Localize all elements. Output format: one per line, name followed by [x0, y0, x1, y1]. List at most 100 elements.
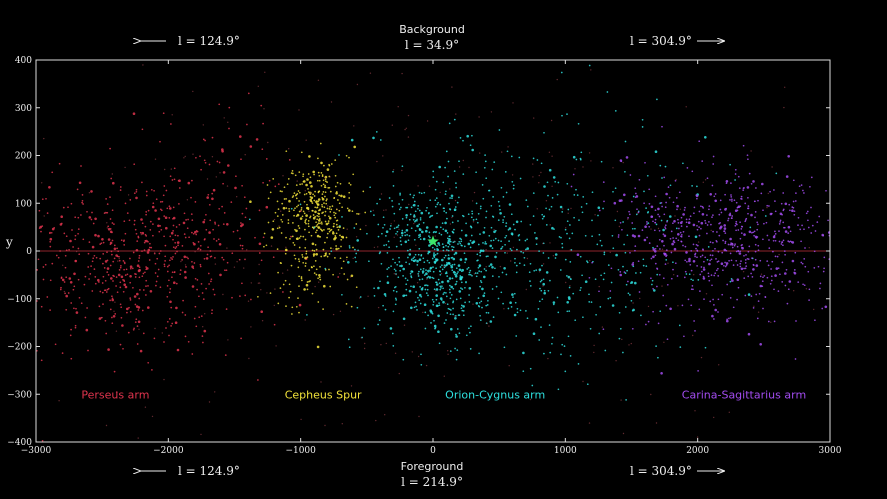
data-point — [324, 180, 327, 183]
data-point — [422, 237, 426, 241]
data-point — [490, 204, 493, 207]
data-point — [755, 187, 757, 189]
data-point — [151, 369, 153, 371]
data-point — [720, 262, 724, 266]
data-point — [304, 256, 307, 260]
data-point — [345, 236, 348, 239]
data-point — [574, 319, 577, 322]
series-3 — [570, 125, 831, 375]
data-point — [612, 190, 614, 193]
data-point — [282, 175, 284, 177]
data-point — [759, 259, 762, 262]
data-point — [418, 236, 420, 239]
data-point — [372, 136, 375, 140]
data-point — [557, 388, 560, 391]
data-point — [761, 285, 764, 288]
data-point — [112, 315, 116, 318]
data-point — [145, 194, 148, 197]
data-point — [210, 278, 213, 281]
data-point — [788, 280, 792, 283]
data-point — [155, 280, 158, 283]
data-point — [392, 185, 395, 187]
data-point — [308, 210, 310, 212]
data-point — [316, 206, 319, 209]
data-point — [391, 124, 393, 126]
data-point — [314, 190, 316, 193]
data-point — [638, 178, 641, 181]
data-point — [448, 122, 451, 125]
data-point — [781, 281, 784, 283]
data-point — [435, 288, 439, 291]
data-point — [285, 305, 287, 307]
data-point — [468, 271, 471, 274]
data-point — [502, 302, 504, 305]
data-point — [109, 230, 113, 234]
x-tick-label: −1000 — [285, 446, 316, 456]
data-point — [810, 176, 813, 179]
data-point — [677, 239, 680, 242]
data-point — [124, 202, 127, 205]
data-point — [534, 232, 536, 234]
data-point — [315, 248, 318, 251]
data-point — [144, 406, 147, 408]
data-point — [294, 174, 297, 177]
data-point — [730, 217, 733, 219]
data-point — [308, 280, 310, 283]
data-point — [748, 230, 752, 234]
data-point — [710, 229, 712, 232]
data-point — [169, 300, 172, 304]
data-point — [564, 258, 567, 261]
data-point — [684, 270, 687, 273]
data-point — [565, 281, 567, 284]
data-point — [579, 157, 582, 160]
data-point — [666, 220, 668, 223]
data-point — [415, 244, 417, 246]
data-point — [303, 180, 306, 183]
data-point — [244, 216, 247, 219]
data-point — [634, 249, 636, 252]
data-point — [758, 292, 761, 295]
data-point — [326, 255, 329, 258]
data-point — [336, 208, 338, 211]
data-point — [226, 223, 229, 226]
data-point — [493, 230, 496, 234]
data-point — [301, 254, 304, 256]
data-point — [438, 304, 441, 307]
data-point — [747, 196, 749, 199]
data-point — [124, 285, 128, 289]
data-point — [710, 274, 713, 276]
data-point — [351, 210, 354, 213]
data-point — [153, 337, 156, 340]
data-point — [424, 327, 427, 330]
data-point — [624, 170, 626, 173]
data-point — [447, 254, 450, 257]
data-point — [87, 349, 89, 352]
data-point — [569, 278, 572, 280]
data-point — [545, 200, 548, 202]
data-point — [538, 271, 541, 273]
data-point — [745, 265, 748, 267]
data-point — [458, 332, 461, 335]
data-point — [525, 248, 527, 251]
data-point — [485, 255, 488, 258]
data-point — [545, 271, 549, 274]
data-point — [562, 208, 564, 210]
data-point — [464, 234, 468, 237]
data-point — [694, 255, 696, 258]
data-point — [313, 199, 316, 202]
data-point — [454, 347, 456, 350]
data-point — [482, 242, 484, 244]
data-point — [123, 262, 126, 265]
data-point — [138, 257, 141, 259]
data-point — [195, 325, 198, 328]
data-point — [202, 124, 204, 126]
data-point — [107, 238, 111, 241]
data-point — [217, 224, 220, 227]
data-point — [191, 285, 195, 288]
data-point — [729, 237, 732, 241]
data-point — [646, 174, 649, 177]
data-point — [425, 364, 428, 367]
data-point — [405, 127, 407, 129]
data-point — [355, 223, 358, 225]
data-point — [101, 316, 103, 319]
